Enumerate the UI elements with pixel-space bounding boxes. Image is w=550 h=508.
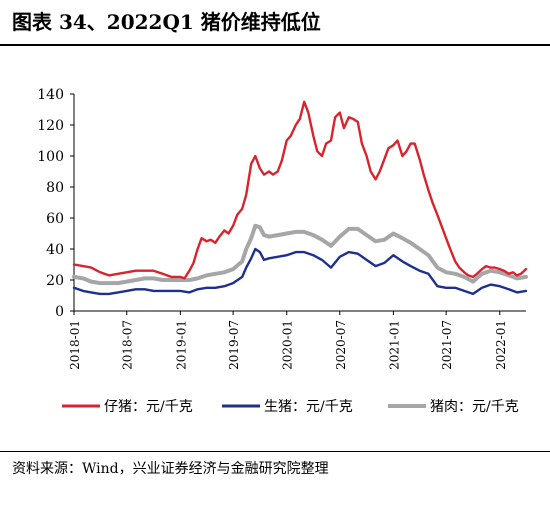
legend-label-2: 猪肉：元/千克	[430, 399, 519, 415]
x-tick-label: 2019-07	[227, 320, 241, 370]
y-tick-label: 100	[37, 149, 64, 165]
x-tick-label: 2021-07	[440, 320, 454, 370]
y-tick-label: 20	[46, 273, 64, 289]
price-line-chart: 0 20 40 60 80 100 120 140 2018-01 2018-07 2019-01…	[37, 87, 528, 415]
x-tick-label: 2018-07	[121, 320, 135, 370]
y-tick-label: 0	[55, 304, 64, 320]
legend-label-0: 仔猪：元/千克	[104, 399, 193, 415]
figure-title: 图表 34、2022Q1 猪价维持低位	[12, 10, 321, 34]
series-line-2	[72, 223, 528, 286]
x-tick-label: 2020-07	[334, 320, 348, 370]
y-tick-label: 140	[37, 87, 64, 103]
x-axis: 2018-01 2018-07 2019-01 2019-07 2020-01 2020-…	[68, 310, 526, 370]
legend: 仔猪：元/千克 生猪：元/千克 猪肉：元/千克	[62, 399, 519, 415]
x-tick-label: 2018-01	[68, 320, 82, 370]
y-tick-label: 120	[37, 118, 64, 134]
source-note: 资料来源：Wind，兴业证券经济与金融研究院整理	[12, 461, 329, 477]
legend-label-1: 生猪：元/千克	[264, 399, 353, 415]
series-layer	[72, 100, 528, 296]
x-tick-label: 2021-01	[387, 320, 401, 370]
title-rule	[0, 44, 550, 46]
y-axis: 0 20 40 60 80 100 120 140	[37, 87, 75, 320]
x-tick-label: 2020-01	[281, 320, 295, 370]
series-line-1	[72, 247, 528, 296]
y-tick-label: 60	[46, 211, 64, 227]
series-line-0	[72, 100, 528, 280]
y-tick-label: 40	[46, 242, 64, 258]
x-tick-label: 2022-01	[494, 320, 508, 370]
source-rule	[0, 451, 550, 452]
x-tick-label: 2019-01	[174, 320, 188, 370]
y-tick-label: 80	[46, 180, 64, 196]
